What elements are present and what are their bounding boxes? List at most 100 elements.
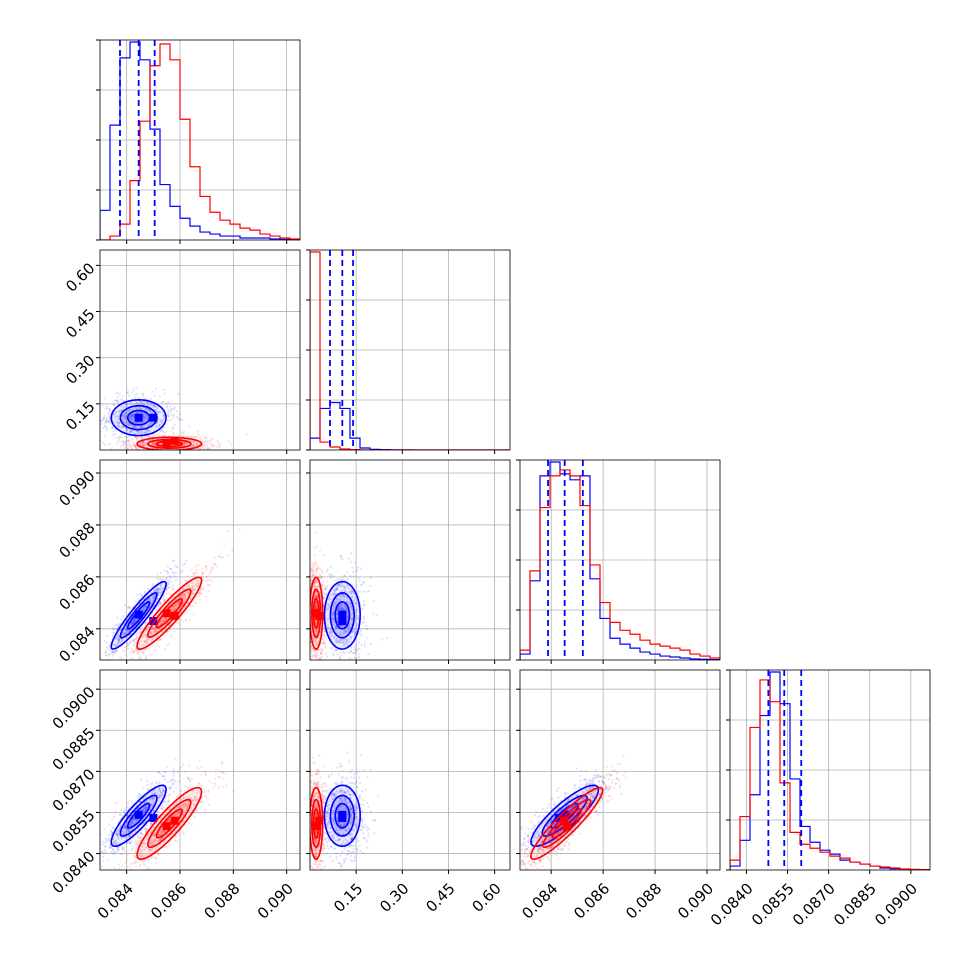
scatter-point [182,600,185,603]
scatter-point [107,420,110,424]
scatter-point [209,438,212,441]
scatter-point [154,848,157,851]
scatter-point [350,596,353,599]
scatter-point [153,594,156,597]
scatter-point [330,629,333,632]
scatter-point [177,392,180,395]
scatter-point [337,605,340,609]
scatter-point [333,635,336,638]
scatter-point [342,608,345,611]
scatter-point [183,441,186,445]
scatter-point [146,439,149,442]
scatter-point [100,422,103,425]
scatter-point [143,821,146,824]
scatter-point [111,650,114,653]
scatter-point [167,642,170,646]
scatter-point [194,795,197,799]
scatter-point [103,848,106,851]
scatter-point [356,648,359,651]
scatter-point [129,408,132,411]
scatter-point [314,596,317,599]
scatter-point [150,828,154,831]
scatter-point [316,565,319,568]
scatter-point [347,591,350,594]
scatter-point [155,589,158,592]
scatter-point [144,829,148,832]
scatter-point [168,575,172,578]
scatter-point [339,578,342,581]
scatter-point [192,571,195,574]
scatter-point [313,565,316,568]
scatter-point [159,601,162,604]
scatter-point [322,641,325,644]
scatter-point [156,588,159,591]
scatter-point [114,831,118,834]
scatter-point [115,848,119,851]
scatter-point [134,435,137,439]
scatter-point [356,592,359,595]
scatter-point [332,617,335,620]
scatter-point [102,418,105,422]
scatter-point [144,629,148,632]
scatter-point [124,672,126,674]
scatter-point [331,612,334,615]
scatter-point [147,429,150,432]
scatter-point [137,649,141,652]
scatter-point [117,425,121,428]
scatter-point [197,448,200,450]
scatter-point [314,606,317,610]
scatter-point [323,553,326,556]
scatter-point [143,415,146,418]
scatter-point [345,608,348,611]
scatter-point [326,623,329,627]
scatter-point [116,834,120,837]
scatter-point [151,626,155,630]
scatter-point [310,652,313,655]
scatter-point [145,807,148,810]
scatter-point [166,565,169,568]
scatter-point [160,792,163,795]
scatter-point [124,405,128,408]
scatter-point [330,573,333,576]
scatter-point [151,782,154,785]
scatter-point [348,635,351,638]
scatter-point [182,832,185,835]
scatter-point [354,627,357,630]
scatter-point [315,606,318,610]
scatter-point [105,426,109,429]
scatter-point [130,413,134,416]
scatter-point [342,608,345,611]
scatter-point [114,417,117,420]
scatter-point [238,528,241,531]
scatter-point [141,436,145,439]
scatter-point [133,664,135,666]
scatter-point [127,647,130,650]
density-peak [162,609,171,618]
scatter-point [181,593,184,596]
scatter-point [350,560,353,563]
scatter-point [145,846,148,849]
scatter-point [327,626,330,629]
scatter-point [121,426,124,429]
scatter-point [325,652,328,655]
scatter-point [136,833,139,836]
scatter-point [322,641,325,644]
scatter-point [120,432,123,435]
scatter-point [161,400,164,403]
scatter-point [117,411,121,414]
scatter-point [185,579,188,582]
scatter-point [170,580,173,584]
scatter-point [175,410,179,413]
scatter-point [222,771,225,774]
scatter-point [159,638,162,641]
scatter-point [162,620,165,623]
scatter-point [153,791,156,794]
scatter-point [321,576,324,579]
scatter-point [133,619,136,622]
scatter-point [333,588,336,592]
scatter-point [183,430,186,433]
scatter-point [181,587,185,591]
scatter-point [93,658,95,660]
scatter-point [350,650,353,653]
scatter-point [140,778,143,781]
